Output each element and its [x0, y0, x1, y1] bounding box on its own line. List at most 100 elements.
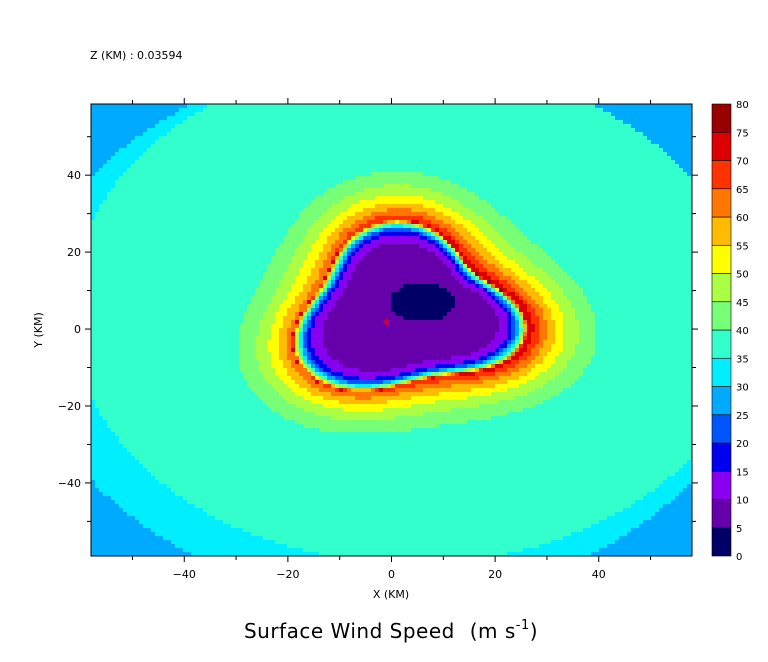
- field-cell: [147, 216, 152, 221]
- field-cell: [203, 320, 208, 325]
- field-cell: [211, 156, 216, 161]
- field-cell: [207, 280, 212, 285]
- field-cell: [115, 516, 120, 521]
- field-cell: [251, 124, 256, 129]
- field-cell: [223, 540, 228, 545]
- field-cell: [107, 484, 112, 489]
- field-cell: [235, 140, 240, 145]
- field-cell: [259, 328, 264, 333]
- field-cell: [231, 180, 236, 185]
- field-cell: [139, 380, 144, 385]
- field-cell: [263, 468, 268, 473]
- field-cell: [259, 200, 264, 205]
- field-cell: [215, 388, 220, 393]
- field-cell: [131, 236, 136, 241]
- field-cell: [251, 360, 256, 365]
- field-cell: [123, 236, 128, 241]
- field-cell: [119, 420, 124, 425]
- field-cell: [187, 280, 192, 285]
- field-cell: [171, 408, 176, 413]
- field-cell: [207, 204, 212, 209]
- field-cell: [159, 296, 164, 301]
- field-cell: [199, 416, 204, 421]
- field-cell: [191, 364, 196, 369]
- field-cell: [99, 224, 104, 229]
- field-cell: [183, 172, 188, 177]
- field-cell: [195, 512, 200, 517]
- field-cell: [119, 232, 124, 237]
- field-cell: [211, 352, 216, 357]
- field-cell: [231, 240, 236, 245]
- field-cell: [191, 176, 196, 181]
- field-cell: [143, 272, 148, 277]
- field-cell: [207, 208, 212, 213]
- field-cell: [115, 404, 120, 409]
- field-cell: [203, 364, 208, 369]
- field-cell: [215, 492, 220, 497]
- field-cell: [147, 356, 152, 361]
- field-cell: [227, 120, 232, 125]
- field-cell: [111, 476, 116, 481]
- field-cell: [91, 224, 96, 229]
- field-cell: [139, 500, 144, 505]
- field-cell: [159, 468, 164, 473]
- field-cell: [167, 372, 172, 377]
- field-cell: [95, 500, 100, 505]
- field-cell: [139, 280, 144, 285]
- field-cell: [239, 300, 244, 305]
- field-cell: [179, 244, 184, 249]
- field-cell: [259, 544, 264, 549]
- field-cell: [155, 148, 160, 153]
- field-cell: [159, 356, 164, 361]
- field-cell: [91, 332, 96, 337]
- field-cell: [239, 456, 244, 461]
- field-cell: [95, 264, 100, 269]
- field-cell: [159, 500, 164, 505]
- field-cell: [255, 436, 260, 441]
- field-cell: [235, 452, 240, 457]
- field-cell: [255, 176, 260, 181]
- field-cell: [127, 404, 132, 409]
- field-cell: [263, 524, 268, 529]
- field-cell: [103, 440, 108, 445]
- field-cell: [231, 176, 236, 181]
- field-cell: [199, 536, 204, 541]
- field-cell: [159, 540, 164, 545]
- field-cell: [251, 372, 256, 377]
- field-cell: [155, 176, 160, 181]
- field-cell: [139, 452, 144, 457]
- field-cell: [103, 396, 108, 401]
- field-cell: [263, 452, 268, 457]
- field-cell: [199, 288, 204, 293]
- field-cell: [155, 372, 160, 377]
- field-cell: [263, 504, 268, 509]
- field-cell: [175, 136, 180, 141]
- field-cell: [107, 128, 112, 133]
- field-cell: [267, 188, 272, 193]
- field-cell: [111, 260, 116, 265]
- field-cell: [139, 504, 144, 509]
- field-cell: [247, 220, 252, 225]
- field-cell: [111, 400, 116, 405]
- field-cell: [151, 116, 156, 121]
- field-cell: [143, 168, 148, 173]
- field-cell: [243, 188, 248, 193]
- field-cell: [119, 140, 124, 145]
- field-cell: [147, 428, 152, 433]
- field-cell: [211, 368, 216, 373]
- field-cell: [159, 200, 164, 205]
- field-cell: [215, 408, 220, 413]
- field-cell: [175, 480, 180, 485]
- field-cell: [199, 548, 204, 553]
- field-cell: [263, 532, 268, 537]
- field-cell: [151, 240, 156, 245]
- field-cell: [183, 552, 188, 556]
- field-cell: [103, 268, 108, 273]
- field-cell: [99, 176, 104, 181]
- field-cell: [219, 400, 224, 405]
- field-cell: [139, 260, 144, 265]
- field-cell: [219, 488, 224, 493]
- field-cell: [251, 280, 256, 285]
- field-cell: [227, 336, 232, 341]
- field-cell: [243, 300, 248, 305]
